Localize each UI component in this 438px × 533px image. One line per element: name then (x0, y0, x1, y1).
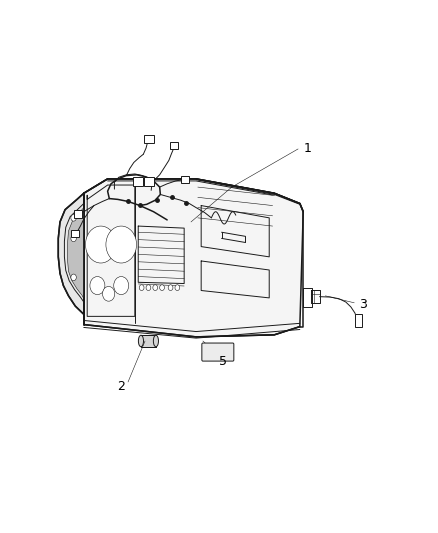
Circle shape (113, 277, 128, 295)
Circle shape (71, 215, 76, 221)
Circle shape (139, 285, 144, 290)
Circle shape (90, 277, 105, 295)
Polygon shape (58, 193, 84, 325)
FancyBboxPatch shape (181, 176, 188, 183)
Circle shape (106, 226, 136, 263)
Polygon shape (84, 179, 303, 337)
FancyBboxPatch shape (354, 314, 362, 327)
Circle shape (71, 235, 76, 241)
FancyBboxPatch shape (170, 142, 178, 149)
Circle shape (102, 286, 114, 301)
Circle shape (168, 285, 173, 290)
Circle shape (71, 274, 76, 281)
Polygon shape (67, 207, 84, 298)
Ellipse shape (153, 335, 158, 347)
Text: 5: 5 (219, 355, 227, 368)
FancyBboxPatch shape (144, 177, 154, 186)
Text: 2: 2 (117, 379, 125, 393)
Ellipse shape (138, 335, 143, 347)
Circle shape (152, 285, 157, 290)
FancyBboxPatch shape (71, 230, 78, 237)
Polygon shape (141, 335, 155, 347)
FancyBboxPatch shape (133, 177, 143, 186)
Polygon shape (84, 179, 303, 212)
FancyBboxPatch shape (74, 211, 82, 218)
Circle shape (175, 285, 179, 290)
Circle shape (159, 285, 164, 290)
Text: 3: 3 (359, 297, 367, 311)
Circle shape (146, 285, 151, 290)
Text: 1: 1 (303, 142, 311, 155)
Circle shape (85, 226, 116, 263)
FancyBboxPatch shape (201, 343, 233, 361)
FancyBboxPatch shape (144, 135, 154, 143)
